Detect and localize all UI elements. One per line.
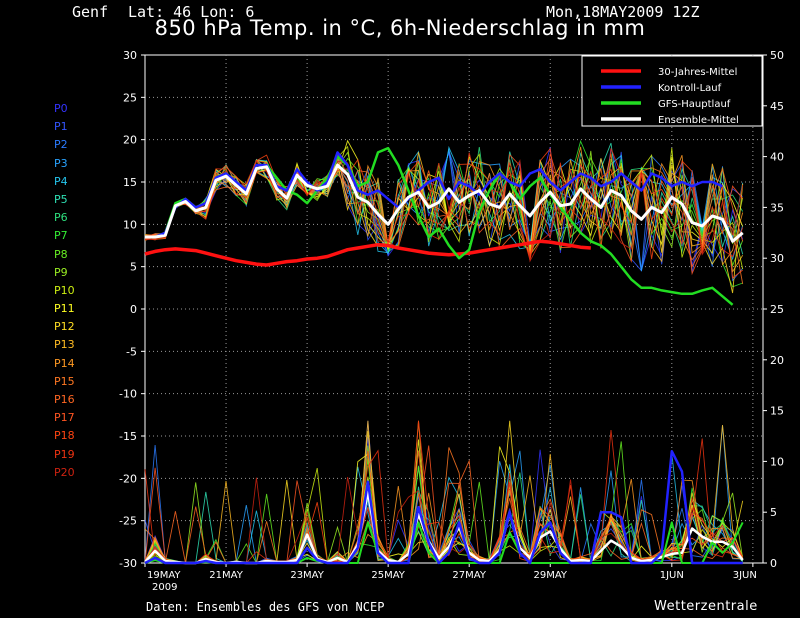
coords-label: Lat: 46 Lon: 6 xyxy=(128,3,255,21)
legend-label: Ensemble-Mittel xyxy=(658,115,739,126)
x-tick-label: 25MAY xyxy=(371,570,405,581)
legend-label: Kontroll-Lauf xyxy=(658,83,722,94)
member-label-p3: P3 xyxy=(54,156,68,170)
y-right-tick-label: 15 xyxy=(770,405,784,418)
x-tick-label: 27MAY xyxy=(452,570,486,581)
series-line-kontroll-lauf xyxy=(145,151,723,239)
member-label-p20: P20 xyxy=(54,465,75,479)
legend-label: GFS-Hauptlauf xyxy=(658,99,731,110)
member-label-p2: P2 xyxy=(54,138,68,152)
x-tick-label: 1JUN xyxy=(660,570,684,581)
y-right-tick-label: 35 xyxy=(770,201,784,214)
member-temp-line xyxy=(144,148,744,261)
series-line-ensemble-mittel xyxy=(145,163,744,243)
member-temp-line xyxy=(144,153,744,276)
member-temp-line xyxy=(144,146,744,266)
member-label-p6: P6 xyxy=(54,211,68,225)
x-tick-label: 3JUN xyxy=(733,570,757,581)
location-label: Genf xyxy=(72,3,109,21)
series-line-30-jahres-mittel xyxy=(144,239,591,267)
legend-box xyxy=(581,55,763,127)
member-label-p14: P14 xyxy=(54,356,75,370)
y-left-tick-label: -15 xyxy=(119,430,137,443)
y-right-tick-label: 5 xyxy=(770,506,777,519)
member-temp-line xyxy=(144,158,744,294)
y-right-tick-label: 50 xyxy=(770,49,784,62)
member-label-p15: P15 xyxy=(54,374,75,388)
legend-label: 30-Jahres-Mittel xyxy=(658,67,737,78)
y-left-tick-label: -25 xyxy=(119,515,137,528)
x-tick-label: 23MAY xyxy=(290,570,324,581)
member-label-p8: P8 xyxy=(54,247,68,261)
y-right-tick-label: 20 xyxy=(770,354,784,367)
member-label-p12: P12 xyxy=(54,320,75,334)
x-tick-label: 21MAY xyxy=(209,570,243,581)
x-year-label: 2009 xyxy=(152,582,177,593)
x-tick-label: 29MAY xyxy=(533,570,567,581)
member-label-p9: P9 xyxy=(54,265,68,279)
y-right-tick-label: 30 xyxy=(770,252,784,265)
y-left-tick-label: 15 xyxy=(123,176,137,189)
data-source: Daten: Ensembles des GFS von NCEP xyxy=(146,600,385,614)
member-label-p4: P4 xyxy=(54,174,68,188)
brand-label: Wetterzentrale xyxy=(654,599,758,614)
y-right-tick-label: 40 xyxy=(770,151,784,164)
y-left-tick-label: 30 xyxy=(123,49,137,62)
series-line-kontroll-lauf-niederschlag xyxy=(144,449,743,565)
y-right-tick-label: 10 xyxy=(770,455,784,468)
member-label-p18: P18 xyxy=(54,429,75,443)
y-right-tick-label: 25 xyxy=(770,303,784,316)
ensemble-member-list: P0 P1 P2 P3 P4 P5 P6 P7 P8 P9 P10 P11 P12 P13 P14 P15 P1… xyxy=(54,100,114,482)
y-left-tick-label: 5 xyxy=(130,261,137,274)
member-label-p0: P0 xyxy=(54,102,68,115)
member-label-p7: P7 xyxy=(54,229,68,243)
y-left-tick-label: 10 xyxy=(123,218,137,231)
member-label-p19: P19 xyxy=(54,447,75,461)
y-left-tick-label: -20 xyxy=(119,472,137,485)
y-left-tick-label: -10 xyxy=(119,388,137,401)
y-left-tick-label: -30 xyxy=(119,557,137,570)
member-label-p10: P10 xyxy=(54,283,75,297)
member-temp-line xyxy=(144,139,743,288)
y-left-tick-label: -5 xyxy=(126,345,137,358)
chart-title: 850 hPa Temp. in °C, 6h-Niederschlag in … xyxy=(154,16,646,40)
member-label-p11: P11 xyxy=(54,302,75,316)
member-label-p5: P5 xyxy=(54,192,68,206)
x-tick-label: 19MAY xyxy=(147,570,181,581)
member-label-p17: P17 xyxy=(54,411,75,425)
member-label-p16: P16 xyxy=(54,393,75,406)
y-left-tick-label: 0 xyxy=(130,303,137,316)
member-label-p13: P13 xyxy=(54,338,75,352)
y-left-tick-label: 20 xyxy=(123,134,137,147)
y-right-tick-label: 45 xyxy=(770,100,784,113)
member-label-p1: P1 xyxy=(54,120,68,134)
run-datetime: Mon,18MAY2009 12Z xyxy=(546,3,700,21)
y-right-tick-label: 0 xyxy=(770,557,777,570)
y-left-tick-label: 25 xyxy=(123,91,137,104)
